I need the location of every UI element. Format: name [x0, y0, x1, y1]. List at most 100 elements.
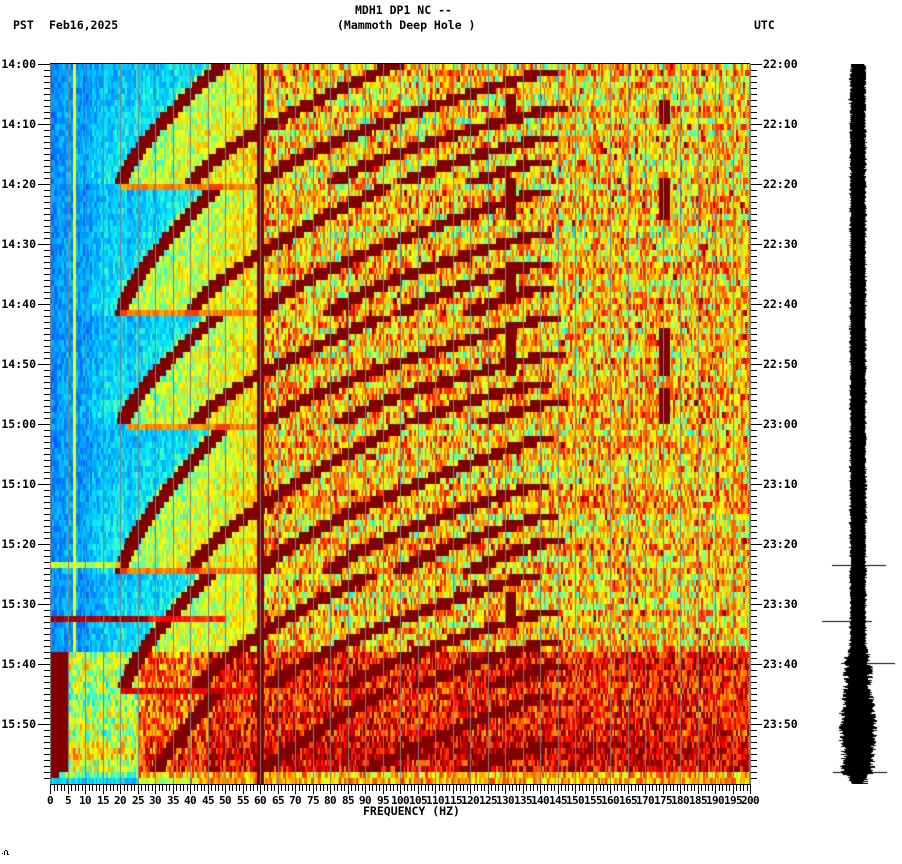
left-minor-tick [44, 382, 50, 383]
x-minor-tick [572, 785, 573, 791]
x-minor-tick [99, 785, 100, 791]
x-minor-tick [236, 785, 237, 791]
right-minor-tick [751, 406, 757, 407]
left-minor-tick [44, 286, 50, 287]
right-time-label: 22:10 [763, 117, 798, 131]
x-minor-tick [390, 785, 391, 791]
right-minor-tick [751, 772, 757, 773]
left-minor-tick [44, 466, 50, 467]
x-minor-tick [694, 785, 695, 791]
x-minor-tick [691, 785, 692, 791]
x-minor-tick [432, 785, 433, 791]
x-tick-label: 15 [96, 794, 110, 807]
x-tick-label: 45 [201, 794, 215, 807]
x-minor-tick [708, 785, 709, 791]
x-minor-tick [421, 785, 422, 791]
x-minor-tick [701, 785, 702, 791]
x-minor-tick [722, 785, 723, 791]
x-tick-label: 90 [358, 794, 372, 807]
x-minor-tick [71, 785, 72, 791]
x-major-tick [365, 785, 366, 794]
left-time-label: 15:50 [1, 717, 36, 731]
x-major-tick [680, 785, 681, 794]
x-major-tick [540, 785, 541, 794]
right-minor-tick [751, 154, 757, 155]
x-tick-label: 20 [113, 794, 127, 807]
left-minor-tick [44, 478, 50, 479]
x-tick-label: 70 [288, 794, 302, 807]
x-minor-tick [537, 785, 538, 791]
right-minor-tick [751, 400, 757, 401]
right-minor-tick [751, 250, 757, 251]
left-minor-tick [44, 574, 50, 575]
left-minor-tick [44, 352, 50, 353]
left-time-label: 15:20 [1, 537, 36, 551]
right-minor-tick [751, 70, 757, 71]
right-minor-tick [751, 598, 757, 599]
right-major-tick [751, 424, 762, 425]
x-minor-tick [474, 785, 475, 791]
right-minor-tick [751, 634, 757, 635]
left-minor-tick [44, 214, 50, 215]
left-minor-tick [44, 412, 50, 413]
station-location: (Mammoth Deep Hole ) [337, 18, 476, 32]
left-minor-tick [44, 520, 50, 521]
left-minor-tick [44, 562, 50, 563]
left-minor-tick [44, 310, 50, 311]
left-minor-tick [44, 178, 50, 179]
right-timezone-label: UTC [754, 18, 775, 32]
x-minor-tick [519, 785, 520, 791]
left-minor-tick [44, 658, 50, 659]
x-major-tick [313, 785, 314, 794]
left-minor-tick [44, 316, 50, 317]
right-minor-tick [751, 370, 757, 371]
x-minor-tick [271, 785, 272, 791]
x-minor-tick [495, 785, 496, 791]
x-major-tick [698, 785, 699, 794]
x-minor-tick [124, 785, 125, 791]
right-time-label: 22:00 [763, 57, 798, 71]
x-minor-tick [222, 785, 223, 791]
x-minor-tick [477, 785, 478, 791]
left-time-label: 14:20 [1, 177, 36, 191]
x-minor-tick [411, 785, 412, 791]
right-minor-tick [751, 730, 757, 731]
left-minor-tick [44, 88, 50, 89]
left-minor-tick [44, 328, 50, 329]
x-major-tick [295, 785, 296, 794]
x-tick-label: 65 [271, 794, 285, 807]
right-minor-tick [751, 436, 757, 437]
right-minor-tick [751, 160, 757, 161]
x-minor-tick [684, 785, 685, 791]
right-minor-tick [751, 478, 757, 479]
x-minor-tick [600, 785, 601, 791]
left-minor-tick [44, 748, 50, 749]
x-minor-tick [386, 785, 387, 791]
x-tick-label: 85 [341, 794, 355, 807]
left-minor-tick [44, 238, 50, 239]
x-minor-tick [211, 785, 212, 791]
left-minor-tick [44, 94, 50, 95]
right-minor-tick [751, 586, 757, 587]
x-minor-tick [281, 785, 282, 791]
right-minor-tick [751, 556, 757, 557]
left-minor-tick [44, 154, 50, 155]
right-minor-tick [751, 670, 757, 671]
right-minor-tick [751, 466, 757, 467]
x-major-tick [488, 785, 489, 794]
left-time-label: 15:00 [1, 417, 36, 431]
x-minor-tick [446, 785, 447, 791]
x-major-tick [278, 785, 279, 794]
left-minor-tick [44, 220, 50, 221]
x-minor-tick [712, 785, 713, 791]
left-minor-tick [44, 610, 50, 611]
x-minor-tick [369, 785, 370, 791]
right-minor-tick [751, 208, 757, 209]
right-major-tick [751, 64, 762, 65]
x-minor-tick [232, 785, 233, 791]
right-minor-tick [751, 490, 757, 491]
x-tick-label: 160 [600, 794, 620, 807]
x-minor-tick [652, 785, 653, 791]
right-minor-tick [751, 322, 757, 323]
left-minor-tick [44, 430, 50, 431]
